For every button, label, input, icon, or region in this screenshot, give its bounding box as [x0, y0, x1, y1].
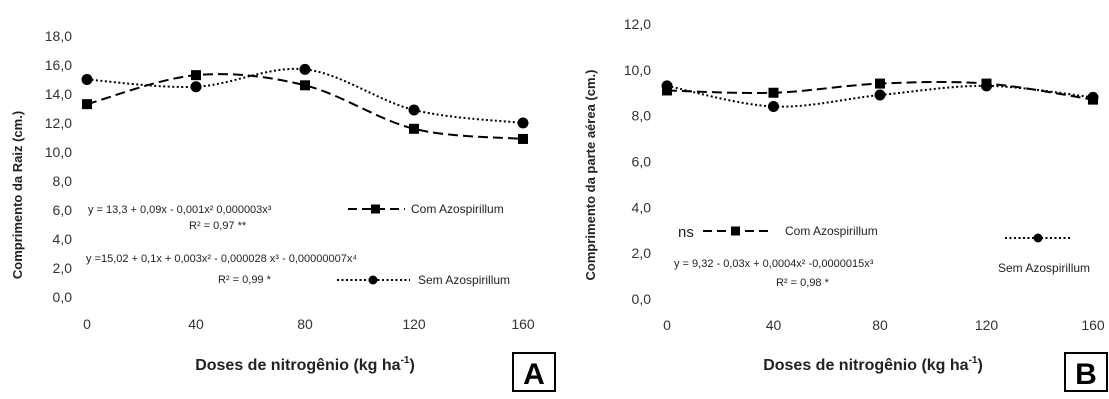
- panel-b-com-legend-label: Com Azospirillum: [785, 224, 878, 238]
- panel-a-y-tick-label: 16,0: [45, 57, 72, 73]
- panel-b-com-ns: ns: [678, 224, 694, 241]
- panel-b-sem-data-point: [874, 89, 886, 101]
- panel-a-sem-series-line: [86, 67, 524, 124]
- panel-a-y-tick-label: 6,0: [53, 202, 73, 218]
- panel-b-sem-legend-swatch: [1005, 233, 1070, 243]
- panel-b-com-data-point: [768, 87, 779, 98]
- panel-a-sem-legend-swatch: [337, 275, 410, 285]
- panel-b-sem-series-line: [666, 84, 1094, 108]
- panel-b-x-ticks: 0 40 80 120 160: [663, 317, 1105, 333]
- panel-b-y-tick-label: 4,0: [632, 199, 652, 215]
- panel-b-label: B: [1075, 358, 1097, 391]
- panel-a-sem-data-point: [299, 63, 311, 75]
- panel-b-y-tick-label: 6,0: [632, 154, 652, 170]
- panel-b: 0,0 2,0 4,0 6,0 8,0 10,0 12,0 0 40 80 120 160 Comp…: [583, 16, 1108, 392]
- panel-b-x-tick-label: 120: [975, 317, 999, 333]
- panel-a-com-data-point: [409, 123, 419, 134]
- panel-a-com-data-point: [191, 70, 201, 81]
- panel-b-x-tick-label: 0: [663, 317, 671, 333]
- panel-a-x-axis-label: Doses de nitrogênio (kg ha-1): [195, 355, 415, 374]
- panel-a-x-ticks: 0 40 80 120 160: [83, 316, 535, 332]
- panel-b-y-ticks: 0,0 2,0 4,0 6,0 8,0 10,0 12,0: [624, 16, 651, 307]
- panel-b-y-axis-label: Comprimento da parte aérea (cm.): [583, 70, 598, 281]
- panel-a-com-data-point: [300, 80, 310, 91]
- panel-a-x-tick-label: 120: [402, 316, 426, 332]
- panel-b-label-box: B: [1064, 352, 1108, 392]
- panel-a-sem-legend-label: Sem Azospirillum: [418, 273, 510, 287]
- panel-b-sem-r2: R² = 0,98 *: [776, 277, 830, 289]
- panel-b-sem-data-point: [661, 80, 673, 92]
- panel-a-y-axis-label: Comprimento da Raiz (cm.): [10, 111, 25, 279]
- panel-b-y-tick-label: 0,0: [632, 291, 652, 307]
- panel-b-sem-legend-label: Sem Azospirillum: [998, 261, 1090, 275]
- panel-a-sem-data-point: [190, 81, 202, 93]
- panel-b-y-tick-label: 10,0: [624, 62, 651, 78]
- panel-a-com-data-point: [518, 133, 528, 144]
- panel-a-sem-equation: y =15,02 + 0,1x + 0,003x² - 0,000028 x³ …: [86, 253, 357, 265]
- panel-a-y-tick-label: 14,0: [45, 86, 72, 102]
- panel-a-x-tick-label: 160: [511, 316, 535, 332]
- panel-a-com-legend-label: Com Azospirillum: [411, 202, 504, 216]
- panel-a-sem-data-point: [517, 117, 529, 129]
- panel-b-com-data-point: [875, 78, 885, 89]
- panel-a-com-data-point: [82, 99, 92, 110]
- panel-a-y-tick-label: 0,0: [53, 289, 73, 305]
- panel-b-x-axis-label: Doses de nitrogênio (kg ha-1): [763, 355, 983, 374]
- panel-b-sem-data-point: [1087, 91, 1099, 103]
- panel-a-y-tick-label: 12,0: [45, 115, 72, 131]
- panel-a-y-tick-label: 4,0: [53, 231, 73, 247]
- panel-b-y-tick-label: 2,0: [632, 245, 652, 261]
- panel-b-x-tick-label: 40: [766, 317, 782, 333]
- panel-b-sem-data-point: [768, 101, 779, 112]
- panel-a-com-equation: y = 13,3 + 0,09x - 0,001x² 0,000003x³: [88, 204, 272, 216]
- panel-a-x-tick-label: 40: [188, 316, 204, 332]
- panel-b-sem-data-point: [981, 80, 992, 92]
- panel-a-y-tick-label: 10,0: [45, 144, 72, 160]
- panel-b-x-tick-label: 160: [1081, 317, 1105, 333]
- panel-a-com-series-line: [86, 73, 524, 140]
- panel-a-y-ticks: 0,0 2,0 4,0 6,0 8,0 10,0 12,0 14,0 16,0 18,0: [45, 28, 72, 305]
- panel-b-sem-equation: y = 9,32 - 0,03x + 0,0004x² -0,0000015x³: [674, 258, 874, 270]
- panel-a-series: [81, 63, 529, 144]
- panel-a: 0,0 2,0 4,0 6,0 8,0 10,0 12,0 14,0 16,0 18,0 0 40 8…: [10, 28, 556, 392]
- panel-b-x-tick-label: 80: [872, 317, 888, 333]
- panel-a-com-r2: R² = 0,97 **: [189, 220, 247, 232]
- panel-a-sem-data-point: [408, 104, 420, 116]
- panel-a-y-tick-label: 18,0: [45, 28, 72, 44]
- panel-b-y-tick-label: 12,0: [624, 16, 651, 32]
- panel-a-x-tick-label: 0: [83, 316, 91, 332]
- panel-a-y-tick-label: 2,0: [53, 260, 73, 276]
- panel-a-sem-r2: R² = 0,99 *: [218, 274, 272, 286]
- panel-b-y-tick-label: 8,0: [632, 108, 652, 124]
- panel-a-label-box: A: [512, 352, 556, 392]
- panel-b-com-legend-swatch: [703, 226, 768, 236]
- panel-a-sem-data-point: [81, 74, 93, 85]
- panel-a-x-tick-label: 80: [297, 316, 313, 332]
- panel-a-com-legend-swatch: [348, 204, 405, 214]
- panel-b-series: [661, 78, 1099, 112]
- panel-a-label: A: [523, 358, 545, 391]
- panel-a-y-tick-label: 8,0: [53, 173, 73, 189]
